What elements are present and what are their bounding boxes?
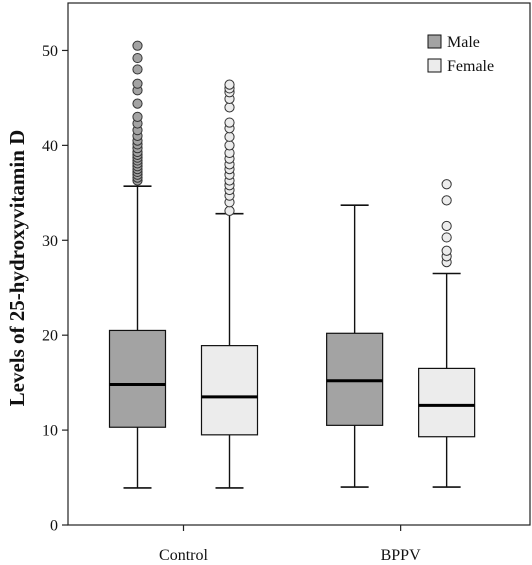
outlier-point	[132, 111, 143, 122]
outlier-point	[224, 117, 235, 128]
axes: 0 10 20 30 40 50 Control BPPV	[42, 2, 531, 564]
outlier-point	[132, 40, 143, 51]
outlier-point	[441, 220, 452, 232]
outlier-point	[132, 78, 143, 89]
legend-label-female: Female	[447, 58, 494, 75]
legend: Male Female	[427, 34, 494, 75]
legend-label-male: Male	[447, 34, 480, 51]
y-tick-label: 0	[50, 518, 58, 535]
legend-swatch-male	[427, 34, 442, 49]
outlier-point	[441, 232, 452, 243]
box-male-bppv	[326, 204, 384, 488]
x-tick-label: Control	[159, 547, 208, 564]
outlier-point	[224, 79, 235, 90]
box-female-bppv	[418, 179, 476, 488]
outlier-point	[441, 195, 452, 206]
y-tick-label: 50	[42, 43, 58, 60]
iqr-box	[418, 367, 476, 438]
outlier-point	[441, 245, 452, 256]
outlier-point	[441, 179, 452, 190]
outlier-point	[224, 205, 235, 216]
box-female-control	[200, 79, 259, 489]
outlier-point	[132, 98, 143, 109]
plot-frame	[67, 2, 531, 526]
outlier-point	[224, 102, 235, 113]
iqr-box	[108, 329, 167, 428]
y-axis-label: Levels of 25-hydroxyvitamin D	[5, 130, 29, 407]
outlier-point	[224, 140, 235, 151]
y-tick-label: 30	[42, 233, 58, 250]
iqr-box	[200, 345, 259, 436]
y-tick-label: 40	[42, 138, 58, 155]
y-tick-label: 20	[42, 328, 58, 345]
outlier-point	[132, 64, 143, 75]
legend-swatch-female	[427, 58, 442, 73]
outlier-point	[224, 131, 235, 142]
y-tick-label: 10	[42, 423, 58, 440]
x-tick-label: BPPV	[381, 547, 421, 564]
box-series	[108, 40, 476, 489]
box-male-control	[108, 40, 167, 489]
outlier-point	[132, 52, 143, 64]
